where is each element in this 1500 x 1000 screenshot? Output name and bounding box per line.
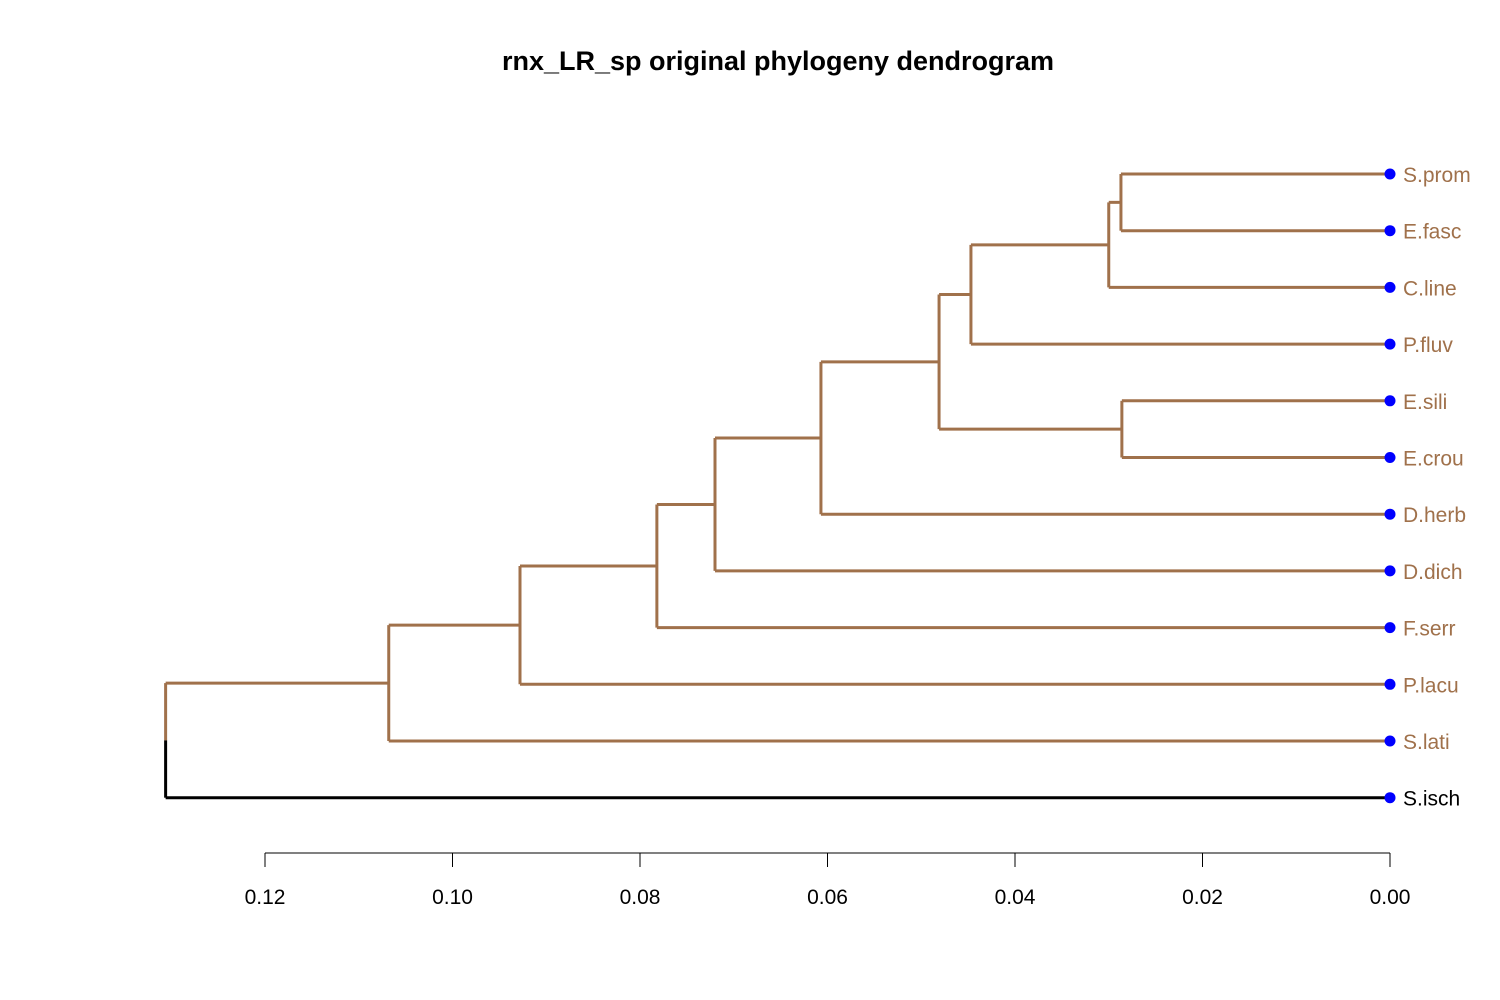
leaf-label: F.serr [1403,618,1456,641]
leaf-label: E.sili [1403,391,1447,414]
leaf-point-E.sili [1384,395,1396,407]
leaf-point-E.fasc [1384,225,1396,237]
leaf-label: S.isch [1403,788,1460,811]
x-tick-label: 0.00 [1370,886,1411,909]
leaf-point-S.isch [1384,792,1396,804]
leaf-point-D.herb [1384,508,1396,520]
chart-title: rnx_LR_sp original phylogeny dendrogram [502,46,1054,76]
x-tick-label: 0.10 [432,886,473,909]
leaf-point-C.line [1384,281,1396,293]
leaf-point-E.crou [1384,452,1396,463]
x-tick-label: 0.04 [995,886,1036,909]
leaf-point-D.dich [1384,565,1396,577]
leaf-label: P.lacu [1403,674,1459,697]
tree-leaves: S.prom E.fasc C.line P.fluv E.sili E.crou D.he… [1384,164,1471,811]
x-tick-label: 0.06 [807,886,848,909]
tree-branches [164,172,1390,800]
leaf-label: C.line [1403,277,1457,300]
leaf-label: E.fasc [1403,221,1461,244]
x-tick-label: 0.12 [245,886,286,909]
x-tick-label: 0.02 [1182,886,1223,909]
leaf-label: D.dich [1403,561,1463,584]
x-tick-label: 0.08 [620,886,661,909]
leaf-point-S.lati [1384,735,1396,747]
leaf-point-F.serr [1384,622,1396,634]
leaf-label: S.lati [1403,731,1450,754]
x-axis: 0.12 0.10 0.08 0.06 0.04 0.02 0.00 [245,852,1411,909]
leaf-label: E.crou [1403,448,1464,471]
leaf-point-P.lacu [1384,678,1396,690]
leaf-label: D.herb [1403,504,1466,527]
leaf-label: P.fluv [1403,334,1453,357]
leaf-point-P.fluv [1384,338,1396,350]
leaf-label: S.prom [1403,164,1471,187]
leaf-point-S.prom [1384,168,1396,180]
